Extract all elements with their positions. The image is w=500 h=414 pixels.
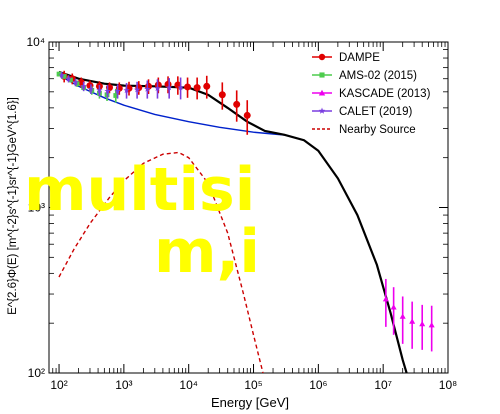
calet-2019-point <box>58 71 65 78</box>
dampe-point <box>203 82 211 90</box>
kascade-2013-point <box>419 320 426 327</box>
calet-2019-point <box>114 87 121 94</box>
legend-marker-calet-2019 <box>318 107 326 114</box>
x-tick-label: 10² <box>50 378 67 392</box>
ams-02-2015-point <box>113 93 119 98</box>
calet-2019-point <box>144 85 151 92</box>
x-tick-label: 10⁵ <box>244 378 262 392</box>
y-tick-label: 10² <box>28 366 45 380</box>
calet-2019-point <box>104 87 111 94</box>
calet-2019-point <box>154 85 161 91</box>
x-tick-label: 10³ <box>115 378 132 392</box>
x-tick-label: 10⁸ <box>439 378 457 392</box>
dampe-point <box>184 83 192 91</box>
kascade-2013-point <box>382 295 389 302</box>
legend-label-kascade-2013: KASCADE (2013) <box>339 88 431 100</box>
calet-2019-point <box>72 79 79 86</box>
y-tick-label: 10³ <box>28 201 45 215</box>
calet-2019-point <box>166 84 173 91</box>
calet-2019-point <box>87 85 94 92</box>
y-axis-label: E^{2.6}Φ(E) [m^{-2}s^{-1}sr^{-1}GeV^{1.6… <box>7 97 19 315</box>
dampe-point <box>233 100 241 108</box>
calet-2019-point <box>65 75 72 82</box>
dampe-point <box>193 84 201 92</box>
x-tick-label: 10⁷ <box>374 378 392 392</box>
calet-2019-point <box>96 87 103 94</box>
data-points <box>56 70 435 352</box>
y-tick-label: 10⁴ <box>26 35 45 49</box>
calet-2019-point <box>123 87 130 94</box>
x-tick-label: 10⁴ <box>179 378 198 392</box>
legend-label-calet-2019: CALET (2019) <box>339 106 412 118</box>
kascade-2013-point <box>399 313 406 319</box>
legend-marker-ams-02-2015 <box>319 72 325 78</box>
curve-nearby-source <box>58 151 264 373</box>
axes: 10² 10³ 10⁴ 10⁵ 10⁶ 10⁷ 10⁸ 10² 10³ 10⁴ <box>26 35 457 392</box>
calet-2019-point <box>134 86 141 93</box>
model-curve-000000 <box>58 70 408 373</box>
ams-02-2015-point <box>61 73 67 79</box>
calet-2019-point <box>80 83 87 89</box>
ams-02-2015-point <box>56 71 62 77</box>
overlay-text-line-1: multisi <box>24 155 256 225</box>
legend-marker-dampe <box>318 53 326 61</box>
x-tick-label: 10⁶ <box>309 378 327 392</box>
dampe-point <box>243 111 251 119</box>
overlay-text-line-2: m,i <box>154 217 260 287</box>
dampe-point <box>154 81 162 89</box>
legend: DAMPE AMS-02 (2015) KASCADE (2013) CALET (2… <box>312 52 431 136</box>
kascade-2013-point <box>428 321 435 328</box>
legend-label-nearby-source: Nearby Source <box>339 124 416 136</box>
legend-marker-kascade-2013 <box>318 89 326 96</box>
dampe-point <box>218 91 226 99</box>
x-axis-label: Energy [GeV] <box>211 395 289 410</box>
calet-2019-point <box>177 84 184 91</box>
legend-label-ams-02-2015: AMS-02 (2015) <box>339 70 417 82</box>
kascade-2013-point <box>409 318 416 324</box>
ams-02-2015-point <box>68 77 73 83</box>
legend-label-dampe: DAMPE <box>339 52 380 64</box>
kascade-2013-point <box>390 304 397 310</box>
